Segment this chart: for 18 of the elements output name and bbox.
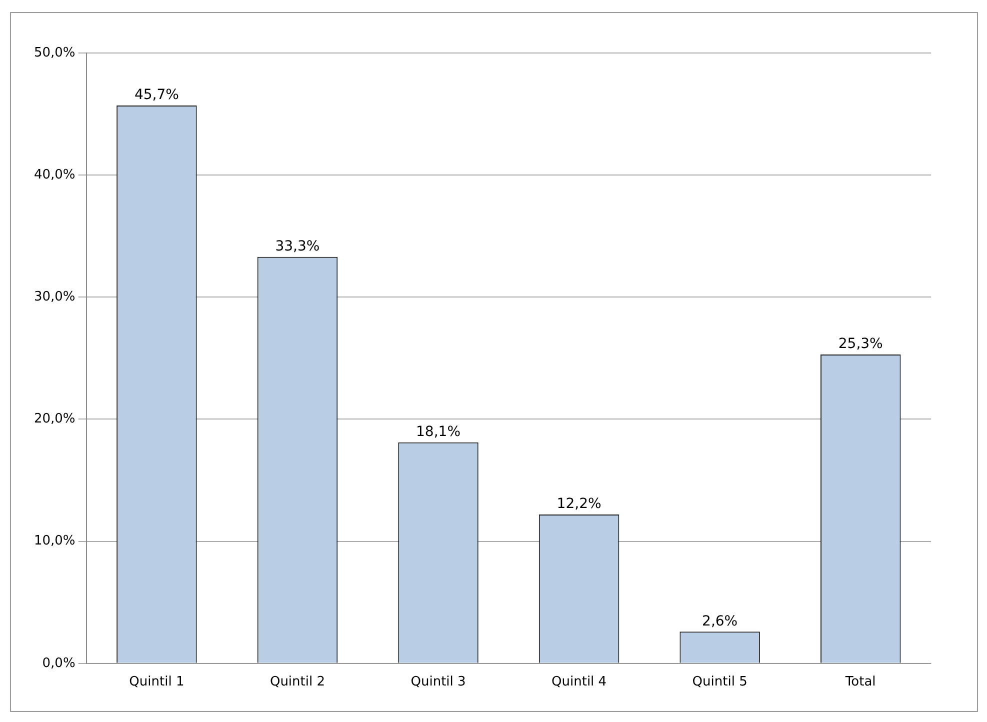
data-label: 12,2% xyxy=(556,496,602,512)
y-tick-label: 40,0% xyxy=(34,167,76,182)
x-tick-label: Quintil 1 xyxy=(129,674,184,690)
y-tick-label: 20,0% xyxy=(34,412,76,427)
y-tick-label: 50,0% xyxy=(34,45,76,60)
data-label: 33,3% xyxy=(275,238,320,255)
x-tick-label: Quintil 4 xyxy=(552,674,607,690)
x-tick-label: Total xyxy=(844,674,876,690)
y-tick-label: 30,0% xyxy=(34,290,76,305)
y-tick-label: 0,0% xyxy=(42,656,76,671)
x-tick-label: Quintil 5 xyxy=(692,674,748,690)
data-label: 45,7% xyxy=(134,87,179,104)
x-tick-label: Quintil 2 xyxy=(270,674,325,690)
data-label: 25,3% xyxy=(838,336,883,352)
data-label: 18,1% xyxy=(416,424,460,440)
y-tick-label: 10,0% xyxy=(34,534,76,549)
data-label: 2,6% xyxy=(702,613,738,630)
x-tick-label: Quintil 3 xyxy=(410,674,466,690)
